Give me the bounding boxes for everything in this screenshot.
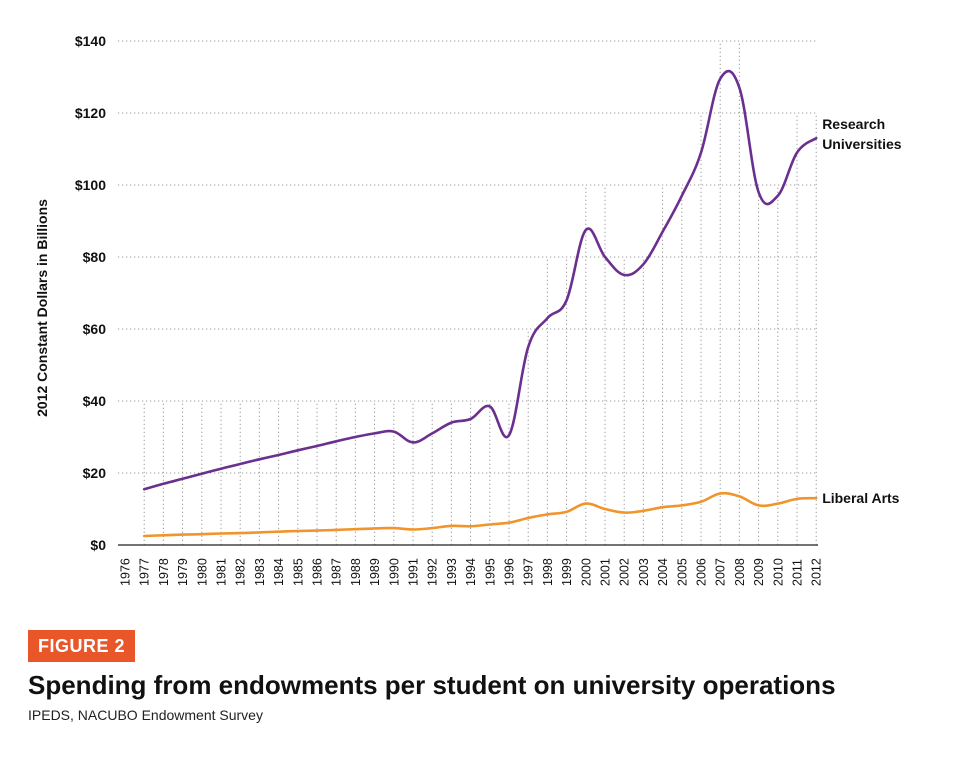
figure-title: Spending from endowments per student on … — [28, 670, 836, 700]
series-line-liberal-arts — [142, 491, 818, 538]
y-tick-label: $60 — [83, 321, 107, 337]
x-tick-label: 1977 — [138, 558, 152, 586]
x-tick-label: 2003 — [637, 558, 651, 586]
y-tick-label: $20 — [83, 465, 107, 481]
y-axis-ticks: $0 $20 $40 $60 $80 $100 $120 $140 — [75, 33, 106, 553]
x-tick-label: 1986 — [311, 558, 325, 586]
x-tick-label: 1993 — [445, 558, 459, 586]
x-tick-label: 1983 — [253, 558, 267, 586]
y-tick-label: $120 — [75, 105, 106, 121]
x-tick-label: 2007 — [714, 558, 728, 586]
x-tick-label: 1990 — [387, 558, 401, 586]
x-tick-label: 1976 — [119, 558, 133, 586]
line-chart: $0$20$40$60$80$100$120$140 1976 1977 1978 1… — [34, 33, 902, 586]
x-tick-label: 1995 — [483, 558, 497, 586]
x-tick-label: 1996 — [503, 558, 517, 586]
x-tick-label: 2011 — [791, 559, 805, 586]
figure-badge: FIGURE 2 — [28, 630, 136, 662]
x-tick-label: 1985 — [291, 558, 305, 586]
x-tick-label: 1997 — [522, 558, 536, 586]
x-tick-label: 2010 — [771, 558, 785, 586]
x-tick-label: 2005 — [675, 558, 689, 586]
x-tick-label: 1998 — [541, 558, 555, 586]
x-tick-label: 1980 — [195, 558, 209, 586]
series-lines — [142, 69, 818, 538]
y-tick-label: $40 — [83, 393, 107, 409]
x-tick-label: 1978 — [157, 558, 171, 586]
x-tick-label: 2004 — [656, 558, 670, 586]
y-tick-label: $100 — [75, 177, 106, 193]
x-tick-label: 2001 — [599, 558, 613, 586]
x-axis-ticks: 1976 1977 1978 1979 1980 1981 1982 1983 1984 1985… — [119, 558, 824, 586]
y-tick-label: $80 — [83, 249, 107, 265]
x-tick-label: 1987 — [330, 558, 344, 586]
series-label-liberal-arts: Liberal Arts — [822, 490, 899, 506]
x-tick-label: 1984 — [272, 558, 286, 586]
x-tick-label: 2000 — [579, 558, 593, 586]
x-tick-label: 1979 — [176, 558, 190, 586]
x-tick-label: 1999 — [560, 558, 574, 586]
x-tick-label: 2002 — [618, 558, 632, 586]
x-tick-label: 2006 — [695, 558, 709, 586]
y-tick-label: $140 — [75, 33, 106, 49]
series-labels: Research Universities Liberal Arts — [822, 116, 902, 506]
x-tick-label: 1994 — [464, 558, 478, 586]
x-tick-label: 1992 — [426, 558, 440, 586]
x-tick-label: 2008 — [733, 558, 747, 586]
gridlines — [118, 40, 818, 545]
x-tick-label: 1988 — [349, 558, 363, 586]
x-tick-label: 1982 — [234, 558, 248, 586]
series-line-research-universities — [142, 69, 818, 491]
figure-source: IPEDS, NACUBO Endowment Survey — [28, 707, 263, 723]
x-tick-label: 2009 — [752, 558, 766, 586]
series-label-research-universities: Research Universities — [822, 116, 902, 152]
y-tick-label: $0 — [90, 537, 106, 553]
x-tick-label: 1981 — [215, 558, 229, 586]
x-tick-label: 2012 — [810, 558, 824, 586]
x-tick-label: 1991 — [407, 558, 421, 586]
x-tick-label: 1989 — [368, 558, 382, 586]
y-axis-label: 2012 Constant Dollars in Billions — [34, 199, 50, 417]
